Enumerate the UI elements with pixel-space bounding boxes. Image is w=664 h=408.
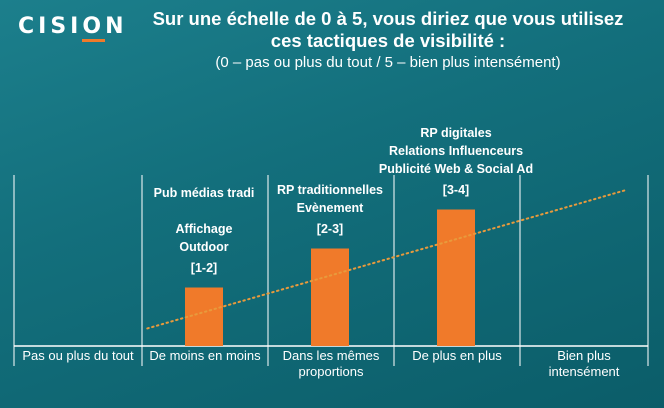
title-line-2: ces tactiques de visibilité : <box>270 30 506 51</box>
data-label: [2-3] <box>316 221 344 236</box>
trendline <box>146 189 628 330</box>
title-line-1: Sur une échelle de 0 à 5, vous diriez qu… <box>152 8 624 29</box>
chart-subtitle: (0 – pas ou plus du tout / 5 – bien plus… <box>215 54 561 71</box>
x-tick-label: Pas ou plus du tout <box>22 348 134 363</box>
tactic-annotation: RP digitales Relations Influenceurs Public… <box>378 125 534 176</box>
x-tick-label: Dans les mêmes proportions <box>282 348 380 379</box>
bar <box>311 248 349 346</box>
chart-title: Sur une échelle de 0 à 5, vous diriez qu… <box>118 8 658 52</box>
tactic-annotation: RP traditionnelles Evènement <box>276 182 384 215</box>
x-tick-label: Bien plus intensément <box>548 348 620 379</box>
bar <box>437 209 475 346</box>
x-tick-label: De moins en moins <box>149 348 261 363</box>
tactic-annotation: Pub médias tradi Affichage Outdoor <box>153 185 255 254</box>
brand-logo: CISION <box>18 14 128 42</box>
data-label: [3-4] <box>442 182 470 197</box>
x-tick-label: De plus en plus <box>412 348 502 363</box>
data-label: [1-2] <box>190 260 218 275</box>
